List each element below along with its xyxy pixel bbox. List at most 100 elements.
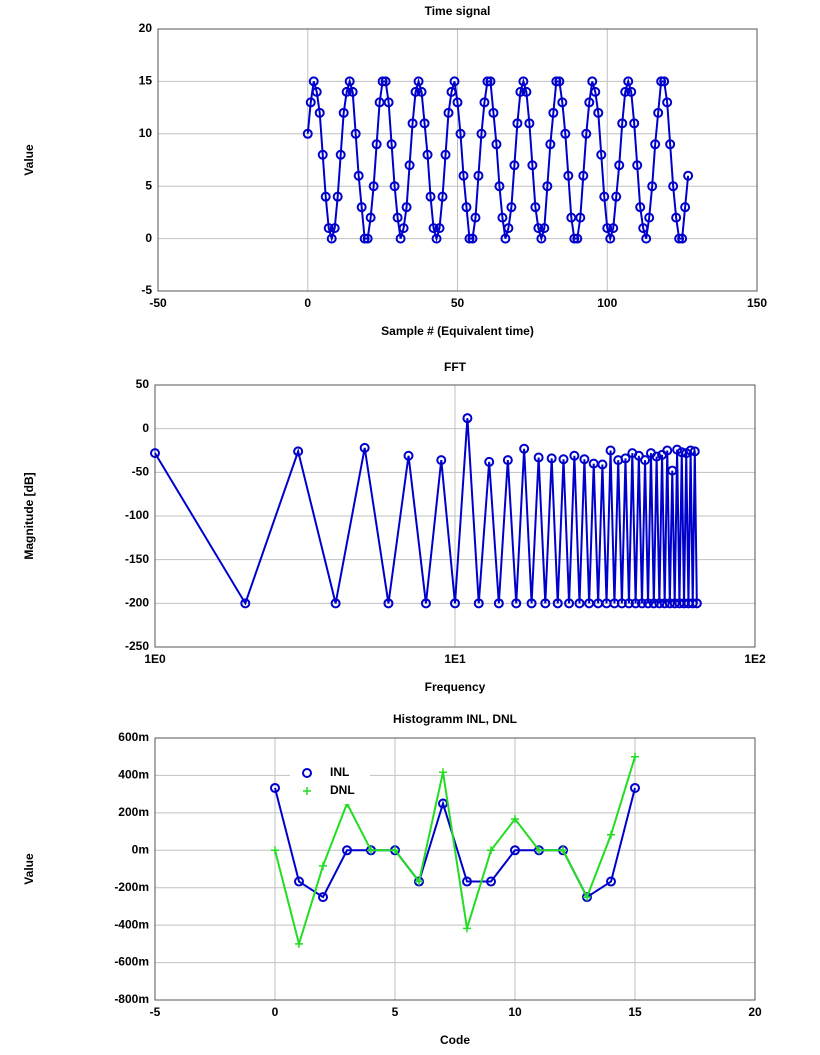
data-point [617,118,628,129]
legend-marker [302,768,312,778]
data-point [462,876,472,887]
data-point [415,877,423,886]
x-tick-label: 20 [748,1005,762,1019]
data-point [350,128,361,139]
data-point [569,450,580,461]
data-point [605,233,616,244]
data-point [559,846,567,855]
data-point [620,453,631,464]
x-tick-label: 15 [628,1005,642,1019]
y-tick-label: 200m [118,805,149,819]
data-point [401,202,412,213]
data-point [323,223,334,234]
data-point [404,160,415,171]
y-tick-label: -100 [125,508,149,522]
data-point [389,181,400,192]
y-tick-label: 600m [118,730,149,744]
data-point [395,233,406,244]
data-point [654,598,665,609]
data-point [512,118,523,129]
y-tick-label: 0 [142,421,149,435]
y-tick-label: 400m [118,768,149,782]
data-point [560,128,571,139]
data-point [425,191,436,202]
data-point [659,598,670,609]
data-point [462,413,473,424]
data-point [632,160,643,171]
data-point [449,76,460,87]
data-point [422,149,433,160]
data-point [342,845,352,856]
data-point [413,76,424,87]
data-point [590,86,601,97]
data-point [583,893,591,902]
y-tick-label: 5 [145,178,152,192]
x-tick-label: 1E1 [444,652,466,666]
series-line [154,418,698,606]
x-tick-label: 1E2 [744,652,766,666]
data-point [587,76,598,87]
data-point [623,76,634,87]
data-point [380,76,391,87]
y-tick-label: 0 [145,231,152,245]
data-point [270,782,280,793]
data-point [659,76,670,87]
data-point [431,233,442,244]
data-point [470,212,481,223]
data-point [463,924,471,933]
plot-frame [154,384,756,648]
y-tick-label: -250 [125,639,149,653]
data-point [407,118,418,129]
data-point [356,202,367,213]
series-line [274,787,636,899]
data-point [419,118,430,129]
y-axis-label: Magnitude [dB] [22,472,36,559]
data-point [386,139,397,150]
data-point [467,233,478,244]
data-point [552,598,563,609]
data-point [526,598,537,609]
data-point [398,223,409,234]
data-point [533,452,544,463]
data-point [365,212,376,223]
legend-label: DNL [330,783,355,797]
data-point [630,782,640,793]
data-point [487,846,495,855]
data-point [461,202,472,213]
data-point [629,118,640,129]
x-axis-label: Frequency [425,680,486,694]
data-point [540,598,551,609]
data-point [511,598,522,609]
data-point [383,97,394,108]
data-point [318,892,328,903]
data-point [497,212,508,223]
data-point [640,455,651,466]
data-point [651,451,662,462]
data-point [329,223,340,234]
data-point [584,97,595,108]
chart-title: Histogramm INL, DNL [393,712,517,726]
data-point [440,149,451,160]
data-point [665,139,676,150]
y-tick-label: 0m [132,842,149,856]
data-point [347,86,358,97]
data-point [644,212,655,223]
data-point [446,86,457,97]
data-point [320,191,331,202]
x-tick-label: 0 [272,1005,279,1019]
data-point [338,107,349,118]
data-point [332,191,343,202]
data-point [667,465,678,476]
data-point [485,76,496,87]
legend-label: INL [330,765,349,779]
data-point [455,128,466,139]
data-point [511,815,519,824]
x-tick-label: 5 [392,1005,399,1019]
data-point [689,446,700,457]
y-tick-label: 50 [136,377,150,391]
data-point [631,752,639,761]
data-point [479,97,490,108]
data-point [593,107,604,118]
data-point [311,86,322,97]
data-point [368,181,379,192]
